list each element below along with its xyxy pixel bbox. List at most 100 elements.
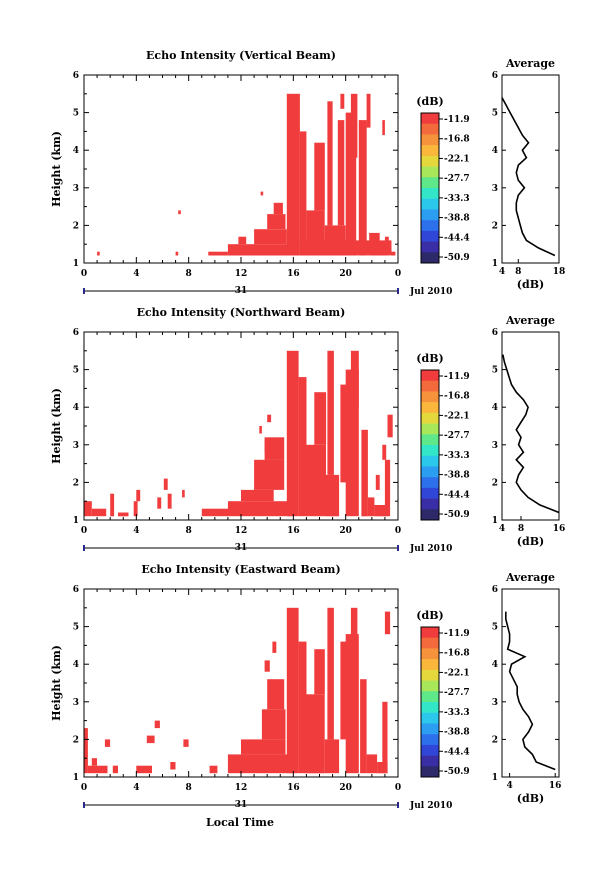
colorbar-segment [421, 669, 439, 681]
y-tick-label: 2 [73, 478, 79, 488]
y-tick-label: 6 [73, 71, 79, 81]
average-y-tick-label: 4 [492, 660, 498, 670]
heatmap-cell [170, 762, 176, 770]
colorbar-segment [421, 627, 439, 639]
average-x-label: (dB) [517, 535, 544, 548]
colorbar-segment [421, 370, 439, 382]
heatmap-cell [133, 501, 138, 517]
heatmap-cell [267, 679, 285, 710]
x-tick-label: 16 [287, 269, 300, 279]
colorbar-segment [421, 434, 439, 446]
heatmap-cell [345, 112, 357, 256]
colorbar-frame [420, 112, 440, 264]
colorbar-segment [421, 755, 439, 767]
colorbar-tick-label: -27.7 [444, 688, 470, 698]
heatmap-cell [87, 765, 108, 774]
average-x-label: (dB) [517, 792, 544, 805]
y-tick-label: 2 [73, 221, 79, 231]
day-label: 31 [235, 543, 248, 553]
average-y-tick-label: 4 [492, 403, 498, 413]
heatmap-cell [264, 441, 270, 453]
y-tick-label: 3 [73, 698, 79, 708]
x-tick-label: 16 [287, 783, 300, 793]
x-tick-label: 0 [81, 269, 87, 279]
colorbar-tick-label: -22.1 [444, 411, 470, 421]
heatmap-cell [298, 377, 307, 517]
colorbar-segment [421, 188, 439, 200]
heatmap-cell [391, 251, 396, 256]
colorbar-tick-label: -33.3 [444, 194, 470, 204]
colorbar-segment [421, 466, 439, 478]
x-tick-label: 12 [235, 269, 248, 279]
colorbar-segment [421, 198, 439, 210]
colorbar-segment [421, 680, 439, 692]
x-tick-label: 0 [395, 526, 401, 536]
heatmap-cell [272, 641, 277, 653]
colorbar-tick-label: -16.8 [444, 392, 470, 402]
average-y-tick-label: 1 [492, 516, 498, 526]
heatmap-cell [273, 202, 283, 215]
heatmap-cell [377, 762, 388, 774]
y-tick-label: 2 [73, 735, 79, 745]
heatmap-cell [382, 120, 385, 136]
colorbar-segment [421, 412, 439, 424]
average-y-tick-label: 6 [492, 328, 498, 338]
y-tick-label: 5 [73, 109, 79, 119]
average-y-tick-label: 5 [492, 366, 498, 376]
heatmap-cell [314, 649, 325, 695]
average-y-tick-label: 1 [492, 259, 498, 269]
y-axis-label: Height (km) [50, 645, 63, 721]
colorbar-tick-label: -44.4 [444, 747, 470, 757]
average-y-tick-label: 2 [492, 478, 498, 488]
colorbar-segment [421, 702, 439, 714]
heatmap-cell [387, 414, 393, 438]
heatmap-cell [369, 232, 380, 256]
heatmap-cell [361, 429, 368, 517]
colorbar-segment [421, 691, 439, 703]
average-y-tick-label: 2 [492, 221, 498, 231]
colorbar-segment [421, 134, 439, 146]
heatmap-cell [84, 501, 92, 517]
heatmap-cell [91, 758, 97, 766]
average-y-tick-label: 5 [492, 109, 498, 119]
colorbar-tick-label: -33.3 [444, 708, 470, 718]
average-x-tick-label: 18 [553, 267, 566, 277]
colorbar-unit: (dB) [416, 609, 443, 622]
colorbar-unit: (dB) [416, 95, 443, 108]
heatmap-cell [208, 251, 228, 256]
average-x-tick-label: 8 [518, 524, 524, 534]
colorbar-tick-label: -50.9 [444, 253, 470, 263]
colorbar-segment [421, 509, 439, 521]
heatmap-cell [327, 607, 334, 740]
average-profile-line [504, 611, 556, 771]
average-y-tick-label: 5 [492, 623, 498, 633]
heatmap-cell [327, 350, 334, 475]
heatmap-cell [366, 93, 371, 128]
heatmap-cell [146, 735, 155, 744]
heatmap-cell [241, 489, 274, 502]
average-y-tick-label: 2 [492, 735, 498, 745]
average-profile-line [501, 97, 556, 257]
heatmap-cell [97, 251, 100, 256]
x-tick-label: 20 [339, 526, 352, 536]
heatmap-cell [358, 120, 367, 256]
colorbar-segment [421, 113, 439, 125]
heatmap-cell [367, 497, 375, 517]
colorbar-tick-label: -27.7 [444, 431, 470, 441]
x-tick-label: 8 [186, 526, 192, 536]
colorbar-segment [421, 123, 439, 135]
colorbar-frame [420, 626, 440, 778]
heatmap-cell [227, 754, 294, 774]
heatmap-cell [157, 497, 162, 509]
heatmap-cell [259, 426, 262, 434]
colorbar-segment [421, 391, 439, 403]
average-y-tick-label: 6 [492, 585, 498, 595]
heatmap-cell [324, 739, 340, 774]
colorbar-segment [421, 241, 439, 253]
colorbar-tick-label: -11.9 [444, 372, 470, 382]
colorbar-segment [421, 220, 439, 232]
heatmap-cell [350, 607, 358, 665]
